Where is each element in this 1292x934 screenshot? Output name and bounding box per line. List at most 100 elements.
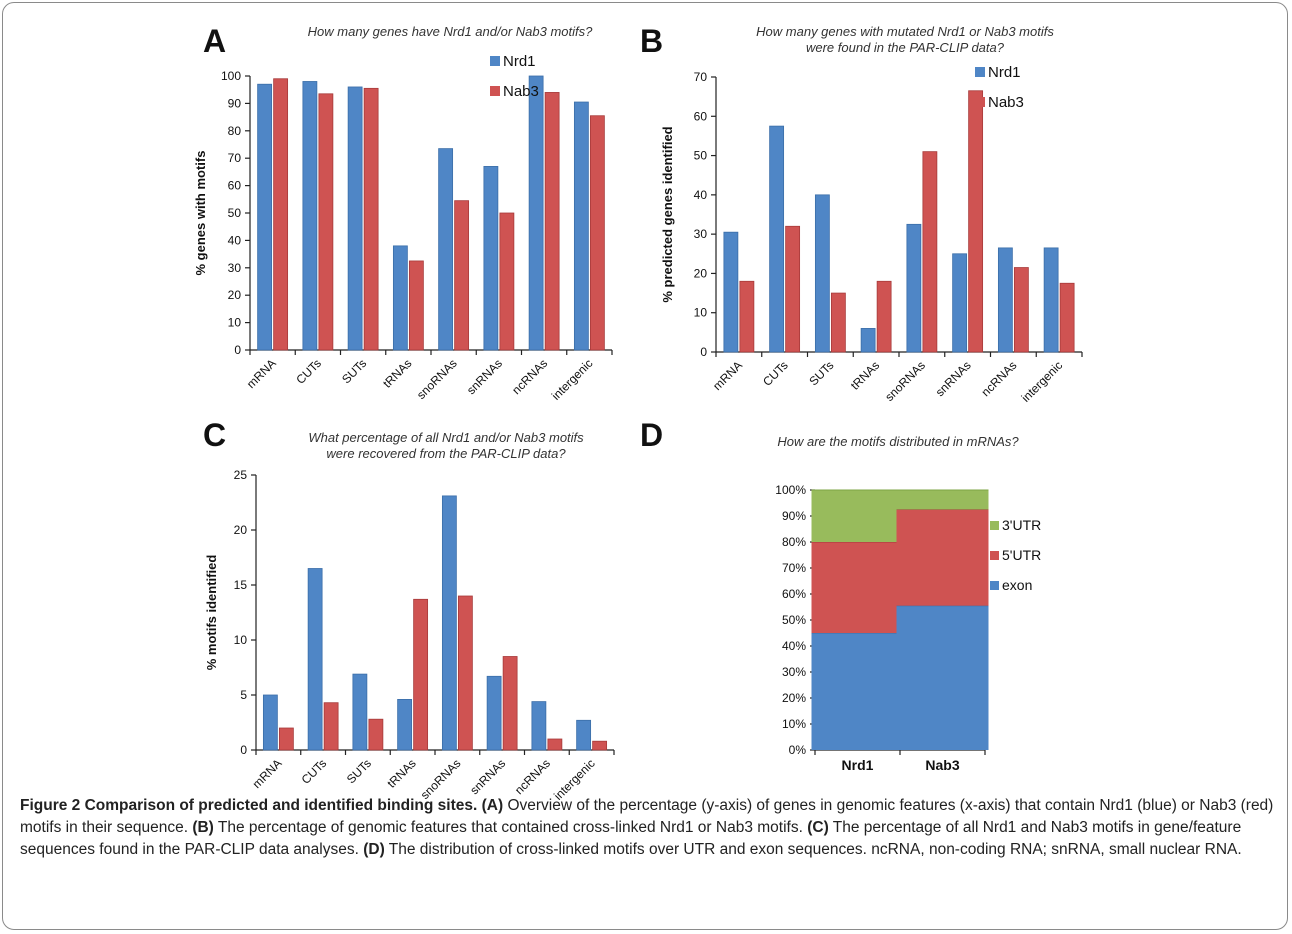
panel-d-y-tick-label: 20% <box>782 691 806 705</box>
panel-d-y-tick-label: 50% <box>782 613 806 627</box>
panel-b-category-label: ncRNAs <box>978 358 1019 399</box>
panel-b-letter: B <box>640 23 663 59</box>
panel-d-category-label: Nrd1 <box>842 757 874 773</box>
panel-a-category-label: ncRNAs <box>509 356 550 397</box>
caption-label: Figure 2 <box>20 797 81 814</box>
panel-d-y-tick-label: 80% <box>782 535 806 549</box>
panel-a-category-label: snRNAs <box>464 356 505 397</box>
panel-d-y-tick-label: 0% <box>789 743 807 757</box>
panel-c-title: What percentage of all Nrd1 and/or Nab3 … <box>308 430 584 445</box>
panel-c-category-label: SUTs <box>344 756 374 786</box>
panel-c-category-label: CUTs <box>299 756 330 787</box>
panel-a-bar-nab3-suts <box>363 87 379 351</box>
panel-d-legend-swatch <box>990 581 999 590</box>
panel-d-y-tick-label: 70% <box>782 561 806 575</box>
panel-a-y-label: % genes with motifs <box>193 151 208 276</box>
panel-b-bar-nrd1-mrna <box>723 231 739 353</box>
panel-c-y-tick-label: 25 <box>234 468 248 482</box>
panel-d-y-tick-label: 90% <box>782 509 806 523</box>
panel-c-bar-series1-snrnas <box>486 675 502 751</box>
panel-b-bar-nrd1-snrnas <box>952 253 968 353</box>
panel-a-y-tick-label: 60 <box>228 179 242 193</box>
panel-a-bar-nrd1-trnas <box>392 245 408 351</box>
panel-a-category-label: SUTs <box>339 356 369 386</box>
panel-a-bar-nrd1-snornas <box>438 148 454 351</box>
panel-b-bar-nrd1-suts <box>814 194 830 353</box>
panel-b-bar-nrd1-trnas <box>860 328 876 353</box>
panel-a-bar-nrd1-cuts <box>302 81 318 351</box>
panel-a-category-label: intergenic <box>549 356 596 403</box>
panel-b-category-label: tRNAs <box>848 358 882 392</box>
panel-a-y-tick-label: 90 <box>228 96 242 110</box>
panel-c-bar-series1-ncrnas <box>531 701 547 751</box>
panel-a-y-tick-label: 20 <box>228 288 242 302</box>
panel-a-category-label: tRNAs <box>380 356 414 390</box>
panel-c-bar-series2-suts <box>368 718 384 751</box>
panel-c-category-label: ncRNAs <box>512 756 553 797</box>
panel-b-bar-nrd1-ncrnas <box>997 247 1013 353</box>
panel-a-title: How many genes have Nrd1 and/or Nab3 mot… <box>308 24 593 39</box>
figure-caption: Figure 2 Comparison of predicted and ide… <box>20 795 1275 861</box>
panel-d-legend-swatch <box>990 551 999 560</box>
panel-a-bar-nab3-cuts <box>318 93 334 351</box>
panel-d-bar-exon-nrd1 <box>811 633 904 750</box>
panel-b-bar-nab3-cuts <box>785 225 801 353</box>
panel-b-bar-nab3-suts <box>830 292 846 353</box>
panel-a-bar-nab3-snrnas <box>499 212 515 351</box>
panel-b-legend-swatch <box>975 97 985 107</box>
panel-a-y-tick-label: 50 <box>228 206 242 220</box>
caption-text-b: The percentage of genomic features that … <box>217 819 803 836</box>
panel-c-bar-series1-suts <box>352 673 368 751</box>
panel-a-bar-nrd1-suts <box>347 86 363 351</box>
panel-d-bar-3utr-nrd1 <box>811 490 904 542</box>
panel-b-bar-nrd1-intergenic <box>1043 247 1059 353</box>
panel-d-legend-label: 3'UTR <box>1002 517 1041 533</box>
panel-d-y-tick-label: 40% <box>782 639 806 653</box>
panel-c-bar-series2-ncrnas <box>547 738 563 751</box>
panel-c-category-label: tRNAs <box>384 756 418 790</box>
caption-title: Comparison of predicted and identified b… <box>84 797 478 814</box>
panel-a-legend-swatch <box>490 56 500 66</box>
panel-d-bar-exon-nab3 <box>896 605 989 750</box>
caption-tag-a: (A) <box>481 797 504 814</box>
panel-d-y-tick-label: 60% <box>782 587 806 601</box>
panel-a-legend-label: Nrd1 <box>503 53 536 70</box>
panel-a-bar-nab3-trnas <box>408 260 424 351</box>
panel-c-bar-series2-snornas <box>457 595 473 751</box>
panel-c-category-label: snRNAs <box>467 756 508 797</box>
caption-text-c: The percentage of all Nrd1 and Nab3 moti… <box>20 819 1242 858</box>
panel-b-y-tick-label: 20 <box>694 266 708 280</box>
panel-b-category-label: SUTs <box>806 358 836 388</box>
caption-text-a: Overview of the percentage (y-axis) of g… <box>20 797 1274 836</box>
panel-a-bar-nrd1-intergenic <box>573 101 589 351</box>
panel-c-bar-series2-snrnas <box>502 656 518 751</box>
panel-b-legend-swatch <box>975 67 985 77</box>
panel-b-title: How many genes with mutated Nrd1 or Nab3… <box>756 24 1054 39</box>
panel-b-category-label: mRNA <box>710 358 745 393</box>
panel-a-y-tick-label: 0 <box>234 343 241 357</box>
panel-b-bar-nab3-snrnas <box>968 90 984 353</box>
panel-d-y-tick-label: 10% <box>782 717 806 731</box>
panel-c-y-tick-label: 5 <box>240 688 247 702</box>
caption-tag-b: (B) <box>192 819 214 836</box>
panel-b-legend-label: Nrd1 <box>988 64 1021 81</box>
panel-c-y-tick-label: 10 <box>234 633 248 647</box>
panel-a-y-tick-label: 70 <box>228 151 242 165</box>
panel-b-title: were found in the PAR-CLIP data? <box>806 40 1005 55</box>
panel-d-legend-label: 5'UTR <box>1002 547 1041 563</box>
panel-c-bar-series1-intergenic <box>576 719 592 751</box>
panel-b-y-tick-label: 70 <box>694 70 708 84</box>
panel-d-legend-label: exon <box>1002 577 1032 593</box>
panel-a-y-tick-label: 100 <box>221 69 241 83</box>
panel-b-bar-nab3-snornas <box>922 151 938 353</box>
panel-b-bar-nab3-mrna <box>739 280 755 353</box>
caption-text-d: The distribution of cross-linked motifs … <box>388 841 1242 858</box>
panel-b-y-tick-label: 60 <box>694 109 708 123</box>
panel-d-letter: D <box>640 417 663 453</box>
panel-d-bar-3utr-nab3 <box>896 490 989 510</box>
panel-b-y-tick-label: 0 <box>700 345 707 359</box>
panel-a-y-tick-label: 40 <box>228 233 242 247</box>
panel-b-bar-nab3-ncrnas <box>1013 267 1029 353</box>
panel-b-category-label: intergenic <box>1019 358 1066 405</box>
panel-a-y-tick-label: 10 <box>228 316 242 330</box>
